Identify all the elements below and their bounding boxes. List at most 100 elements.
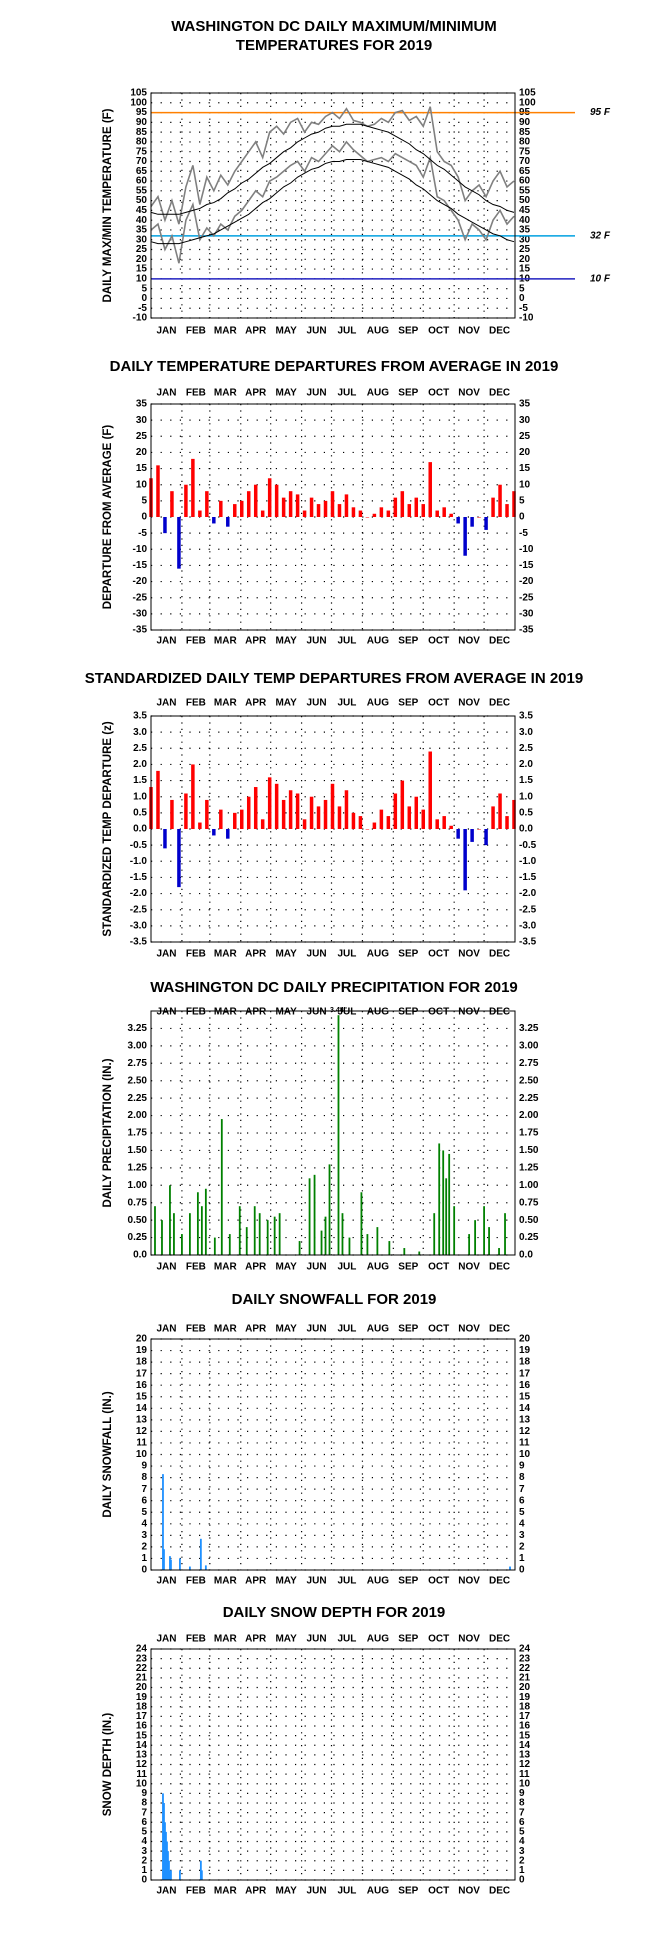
y-tick-label-right: 11 [519, 1438, 530, 1449]
y-tick-label-right: -3.0 [519, 920, 537, 931]
x-tick-label: JAN [156, 326, 176, 337]
y-tick-label: 0.5 [133, 807, 147, 818]
y-tick-label: 95 [136, 107, 148, 118]
y-tick-label-right: 3 [519, 1530, 525, 1541]
bar [433, 1213, 436, 1255]
y-tick-label: -10 [133, 544, 148, 555]
bar [219, 809, 223, 829]
bar [483, 1206, 485, 1255]
y-tick-label: -15 [133, 560, 148, 571]
bar [191, 458, 195, 517]
y-tick-label-right: 24 [519, 1644, 531, 1655]
bar [453, 1206, 456, 1255]
y-tick-label: 20 [136, 1334, 148, 1345]
bar [379, 507, 384, 517]
y-tick-label-right: 5 [519, 1827, 525, 1838]
y-tick-label-right: 19 [519, 1345, 531, 1356]
bar [449, 825, 453, 829]
y-tick-label-right: -3.5 [519, 937, 537, 948]
y-tick-label-right: 15 [519, 1730, 531, 1741]
y-tick-label-right: 1 [519, 1553, 525, 1564]
y-tick-label-right: 0.25 [519, 1232, 539, 1243]
chart-title: DAILY TEMPERATURE DEPARTURES FROM AVERAG… [110, 358, 559, 375]
bar [302, 510, 307, 517]
x-tick-label-top: APR [245, 388, 267, 399]
y-tick-label: 20 [136, 254, 148, 265]
y-tick-label: 2 [141, 1542, 147, 1553]
x-tick-label-top: AUG [367, 1324, 389, 1335]
y-axis-label: STANDARDIZED TEMP DEPARTURE (z) [102, 721, 114, 936]
x-tick-label: JUL [338, 326, 357, 337]
bar [358, 510, 363, 517]
y-tick-label: -5 [138, 303, 147, 314]
y-tick-label-right: 30 [519, 234, 531, 245]
y-tick-label-right: 0 [519, 293, 525, 304]
reference-label: 95 F [590, 107, 611, 118]
y-tick-label: 2.0 [133, 759, 147, 770]
y-tick-label: 25 [136, 431, 148, 442]
x-tick-label: JUL [338, 1886, 357, 1897]
y-tick-label: 15 [136, 463, 148, 474]
y-tick-label: 2.75 [128, 1058, 148, 1069]
y-tick-label-right: 45 [519, 205, 531, 216]
y-tick-label-right: 3.00 [519, 1040, 539, 1051]
x-tick-label: SEP [398, 1576, 418, 1587]
x-tick-label-top: MAY [275, 1634, 297, 1645]
x-tick-label-top: APR [245, 698, 267, 709]
bar [199, 1860, 202, 1880]
x-tick-label: FEB [186, 636, 206, 647]
x-tick-label-top: NOV [458, 698, 480, 709]
y-tick-label-right: 2.00 [519, 1110, 539, 1121]
y-tick-label: 3.25 [128, 1023, 148, 1034]
bar [288, 491, 293, 517]
x-tick-label-top: MAR [214, 698, 238, 709]
y-tick-label-right: 14 [519, 1403, 531, 1414]
plot-frame [150, 715, 516, 943]
series-line [150, 159, 515, 245]
y-tick-label-right: 12 [519, 1759, 531, 1770]
y-tick-label: 5 [141, 495, 147, 506]
bar [240, 500, 244, 517]
x-tick-label: MAY [275, 326, 297, 337]
bar [366, 1234, 369, 1255]
bar [470, 517, 474, 527]
x-tick-label: JUN [307, 1576, 327, 1587]
bar [170, 799, 174, 829]
bar [220, 1119, 223, 1255]
bar [449, 513, 453, 517]
x-tick-label-top: AUG [367, 388, 389, 399]
bar [386, 816, 391, 829]
y-tick-label: 19 [136, 1692, 148, 1703]
bar [330, 783, 335, 829]
bar [386, 510, 391, 517]
y-tick-label: -3.5 [130, 937, 148, 948]
bar [421, 504, 426, 517]
x-tick-label-top: NOV [458, 1634, 480, 1645]
bar [156, 465, 160, 517]
bar [323, 500, 328, 517]
y-tick-label: 0 [141, 293, 147, 304]
y-tick-label: 15 [136, 1391, 148, 1402]
y-tick-label-right: 20 [519, 1682, 531, 1693]
bar [414, 796, 419, 829]
x-tick-label: SEP [398, 1262, 418, 1273]
bar [488, 1227, 490, 1255]
bar [442, 1150, 445, 1255]
bar [323, 799, 328, 829]
bar [181, 1234, 183, 1255]
y-tick-label-right: 2.25 [519, 1093, 539, 1104]
y-tick-label: 40 [136, 215, 148, 226]
chart-title: DAILY SNOWFALL FOR 2019 [232, 1291, 437, 1308]
bar [320, 1230, 323, 1255]
y-tick-label: 17 [136, 1711, 148, 1722]
y-tick-label: 85 [136, 127, 148, 138]
x-tick-label-top: OCT [428, 1007, 449, 1018]
x-tick-label: JAN [156, 1886, 176, 1897]
y-axis-label: DEPARTURE FROM AVERAGE (F) [102, 425, 114, 610]
y-tick-label-right: 18 [519, 1701, 531, 1712]
y-tick-label-right: -0.5 [519, 840, 537, 851]
y-tick-label-right: -10 [519, 544, 534, 555]
x-tick-label-top: SEP [398, 388, 418, 399]
x-tick-label-top: AUG [367, 698, 389, 709]
